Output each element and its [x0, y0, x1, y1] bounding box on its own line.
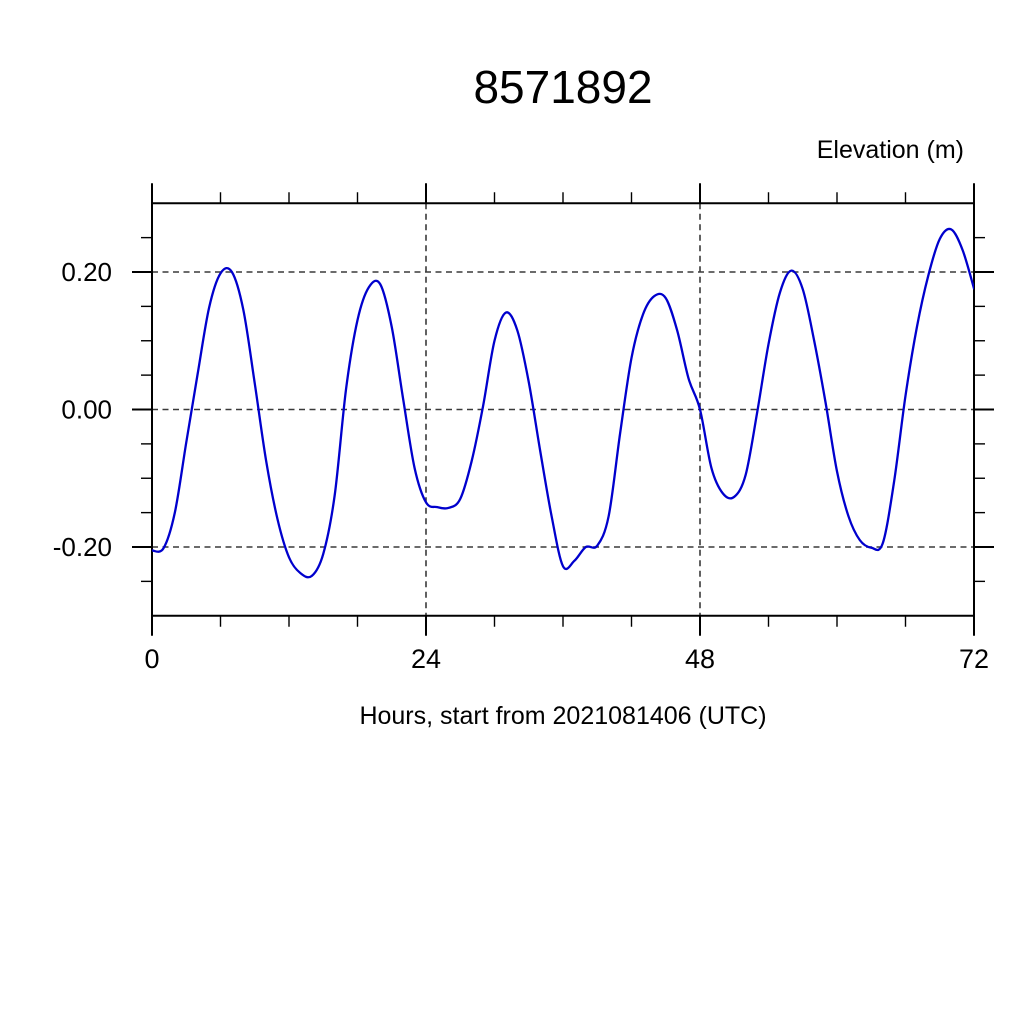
y-tick-label: 0.00: [61, 395, 112, 425]
y-tick-label: 0.20: [61, 257, 112, 287]
x-tick-label: 72: [959, 644, 989, 674]
page-title: 8571892: [473, 61, 653, 113]
x-axis-label: Hours, start from 2021081406 (UTC): [359, 702, 767, 730]
tide-elevation-curve: [152, 227, 974, 579]
x-tick-label: 24: [411, 644, 441, 674]
x-tick-label: 48: [685, 644, 715, 674]
y-tick-label: -0.20: [53, 532, 112, 562]
y-axis-units-label: Elevation (m): [816, 136, 964, 164]
x-tick-label: 0: [144, 644, 159, 674]
